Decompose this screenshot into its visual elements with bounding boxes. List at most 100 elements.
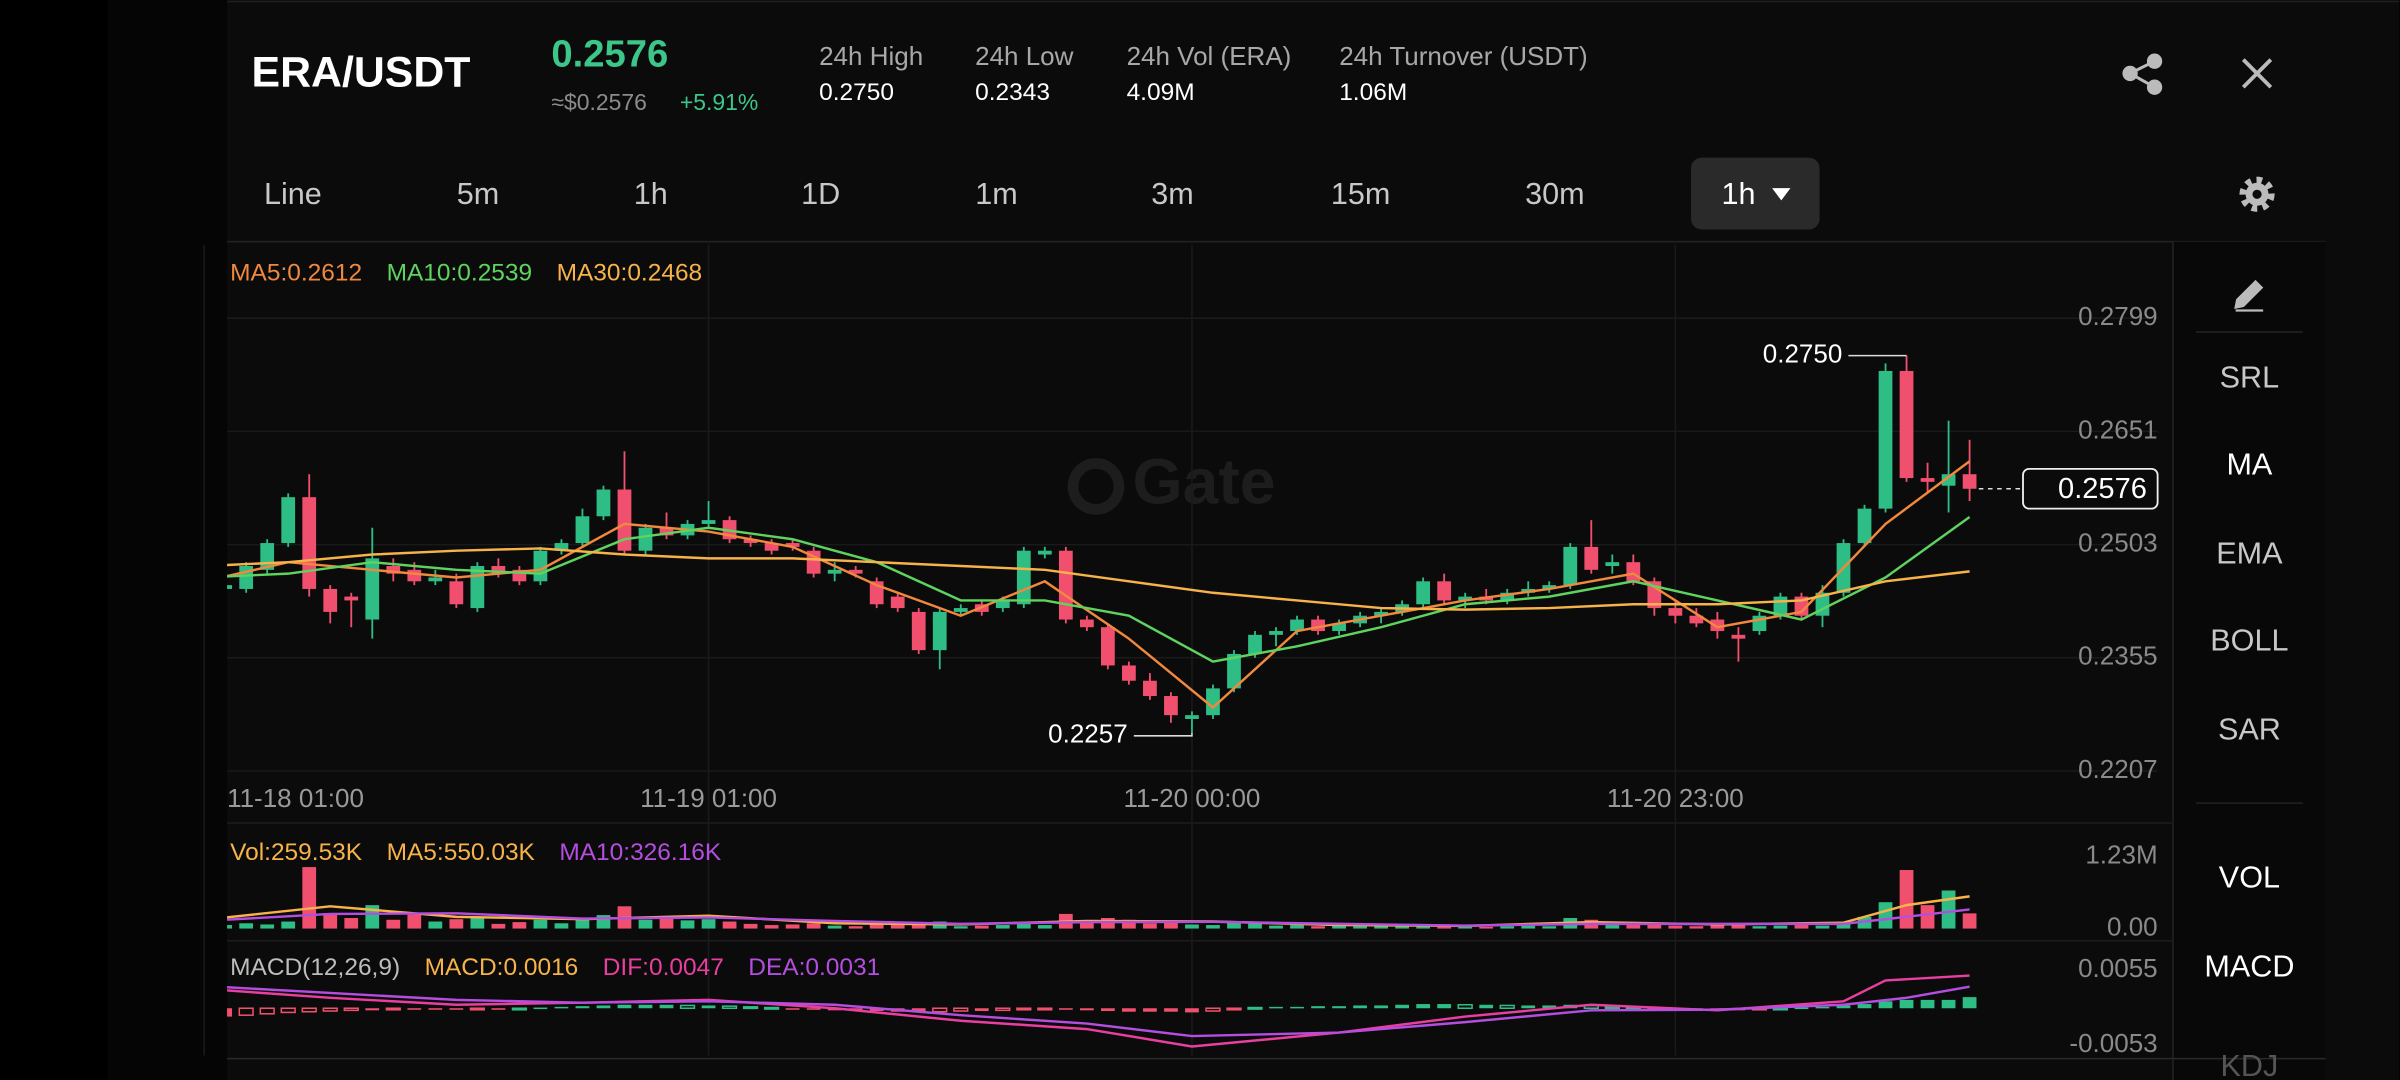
volume-bar — [281, 921, 296, 929]
macd-bar — [1878, 1001, 1893, 1009]
volume-bar — [1752, 926, 1767, 929]
macd-bar — [1122, 1008, 1136, 1012]
candle-body — [890, 596, 905, 609]
tab[interactable]: 30m — [1525, 177, 1584, 211]
tab[interactable]: 3m — [1151, 177, 1193, 211]
candle-body — [1437, 581, 1452, 601]
volume-bar — [1962, 913, 1977, 929]
indicator[interactable]: SRL — [2220, 360, 2279, 394]
macd-bar — [1499, 1004, 1515, 1010]
y-tick-label: 0.2355 — [2078, 641, 2158, 671]
candle-body — [659, 527, 674, 536]
macd-bar — [1311, 1006, 1325, 1009]
indicator[interactable]: BOLL — [2210, 624, 2288, 658]
left-edge — [0, 0, 108, 1080]
macd-bar — [301, 1007, 317, 1013]
volume-bar — [1626, 924, 1641, 929]
tab[interactable]: 1m — [975, 177, 1017, 211]
stat-value: 0.2343 — [975, 79, 1050, 106]
candle-body — [470, 566, 485, 609]
indicator[interactable]: EMA — [2216, 536, 2283, 570]
tab[interactable]: 5m — [457, 177, 499, 211]
candle-body — [1500, 592, 1515, 601]
volume-bar — [1227, 922, 1241, 929]
indicator[interactable]: SAR — [2218, 712, 2281, 746]
close-stroke — [2241, 58, 2273, 89]
interval-selector[interactable]: 1h — [1721, 177, 1755, 211]
volume-bar — [470, 916, 485, 929]
volume-bar — [1374, 925, 1388, 929]
macd-bar — [1079, 1008, 1094, 1011]
candle-body — [554, 543, 569, 551]
share-icon[interactable] — [2122, 53, 2163, 95]
sub-indicator[interactable]: MACD — [2204, 949, 2294, 983]
volume-bar — [1185, 924, 1199, 929]
volume-bar — [554, 923, 569, 929]
plot — [227, 355, 1977, 1048]
candle-body — [1332, 623, 1346, 632]
close-icon[interactable] — [2241, 58, 2273, 89]
tab[interactable]: 15m — [1331, 177, 1390, 211]
candle-body — [1542, 585, 1557, 589]
draw-tool-icon[interactable] — [2234, 279, 2264, 312]
sub-indicator[interactable]: VOL — [2219, 861, 2280, 895]
volume-bar — [827, 925, 842, 929]
tab[interactable]: Line — [264, 177, 322, 211]
legend-item: MA5:0.2612 — [230, 259, 362, 286]
macd-bar — [280, 1007, 296, 1014]
macd-bar — [1794, 1007, 1809, 1010]
change: +5.91% — [680, 89, 758, 115]
sub-indicator[interactable]: KDJ — [2221, 1049, 2279, 1080]
candle-body — [302, 497, 317, 589]
volume-bar — [260, 924, 275, 929]
candle-body — [323, 588, 338, 612]
volume-bar — [1815, 925, 1830, 929]
volume-bar — [239, 923, 254, 929]
settings-icon[interactable] — [2239, 176, 2275, 212]
macd-bar — [638, 1004, 653, 1009]
y-tick-label: 1.23M — [2085, 839, 2157, 869]
macd-bar — [554, 1006, 569, 1009]
stat-value: 0.2750 — [819, 79, 894, 106]
macd-bar — [721, 1005, 738, 1010]
stat-label: 24h Vol (ERA) — [1127, 41, 1292, 71]
macd-bar — [238, 1007, 254, 1016]
macd-bar — [1457, 1003, 1473, 1010]
candle-body — [1311, 619, 1325, 632]
indicator[interactable]: MA — [2226, 448, 2272, 482]
price: 0.2576 — [551, 33, 668, 76]
volume-bar — [1773, 925, 1788, 929]
candle-body — [1269, 631, 1283, 635]
tab[interactable]: 1h — [634, 177, 668, 211]
candle-body — [806, 550, 821, 574]
interval-selector-bg[interactable] — [1691, 157, 1820, 230]
candle-body — [1731, 634, 1746, 639]
indicator-line — [227, 974, 1970, 1048]
candle-body — [1689, 615, 1704, 624]
volume-bar — [848, 926, 863, 929]
candle-body — [1016, 550, 1031, 605]
volume-bar — [995, 925, 1010, 929]
volume-bar — [1920, 905, 1935, 929]
macd-bar — [679, 1004, 696, 1010]
share-line — [2129, 59, 2156, 75]
legend-item: MA5:550.03K — [387, 839, 536, 866]
macd-bar — [1815, 1006, 1830, 1009]
gear-teeth — [2239, 176, 2275, 212]
stat-value: 4.09M — [1127, 79, 1195, 106]
candle-body — [764, 543, 779, 551]
volume-bar — [1395, 926, 1410, 929]
candle-body — [1710, 619, 1725, 632]
macd-bar — [742, 1006, 759, 1010]
macd-bar — [259, 1007, 275, 1015]
macd-bar — [322, 1007, 338, 1012]
tab[interactable]: 1D — [801, 177, 840, 211]
candle-body — [1143, 680, 1157, 697]
candle-body — [428, 577, 443, 582]
y-tick-label: 0.00 — [2107, 911, 2158, 941]
candle-body — [491, 566, 506, 574]
macd-bar — [343, 1007, 359, 1012]
watermark: Gate — [1067, 445, 1276, 517]
stat-label: 24h High — [819, 41, 923, 71]
